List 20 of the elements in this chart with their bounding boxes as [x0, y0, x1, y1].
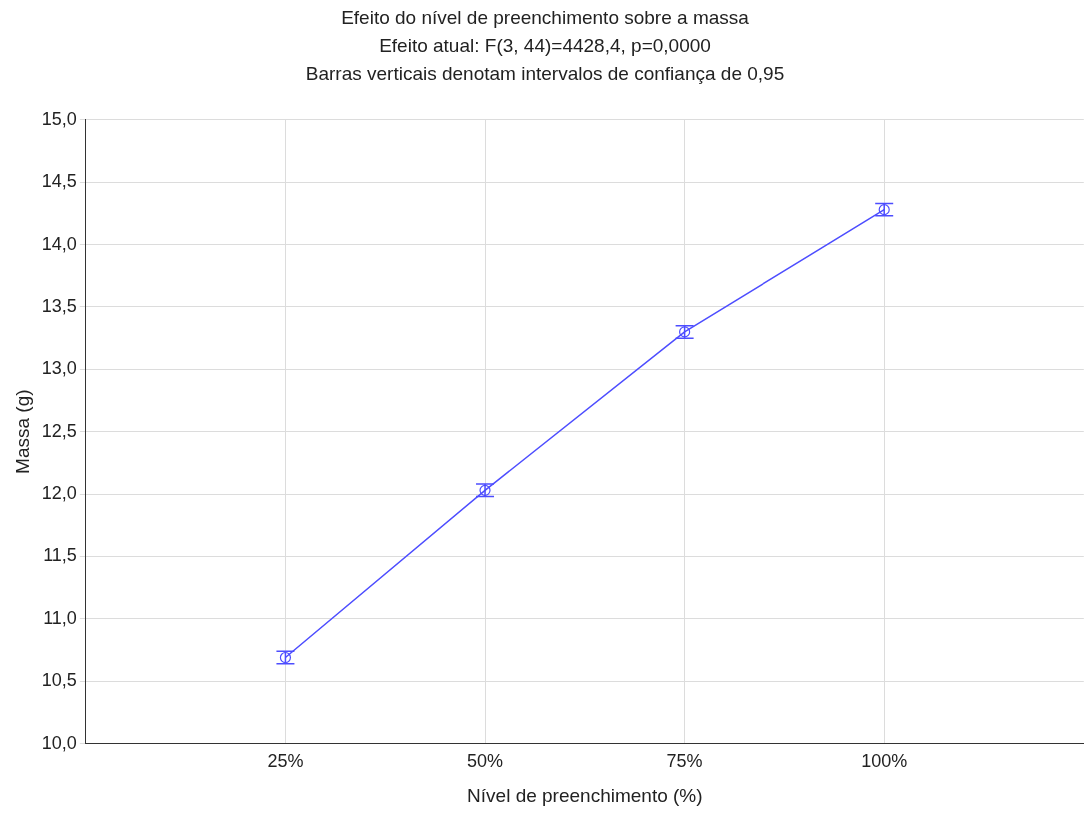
x-tick-label: 75%	[666, 751, 703, 772]
y-tick-label: 15,0	[41, 108, 77, 129]
text: Barras verticais denotam intervalos de confiança de 0,95	[304, 62, 786, 86]
chart-title: Efeito do nível de preenchimento sobre a massa	[340, 6, 750, 30]
chart-subtitle: Efeito atual: F(3, 44)=4428,4, p=0,0000	[378, 34, 712, 58]
y-tick-label: 13,0	[41, 358, 77, 379]
x-tick-label: 50%	[467, 751, 504, 772]
x-tick-label: 25%	[267, 751, 304, 772]
y-tick-label: 13,5	[41, 295, 77, 316]
y-tick-label: 14,0	[41, 233, 77, 254]
y-tick-label: 10,0	[41, 732, 77, 753]
y-tick-label: 12,0	[41, 483, 77, 504]
y-tick-label: 10,5	[41, 670, 77, 691]
x-axis-title: Nível de preenchimento (%)	[467, 784, 703, 806]
y-tick-label: 12,5	[41, 420, 77, 441]
y-axis-title: Massa (g)	[11, 389, 33, 474]
y-tick-label: 11,0	[43, 607, 77, 628]
y-tick-label: 14,5	[41, 171, 77, 192]
x-tick-label: 100%	[861, 751, 908, 772]
y-tick-label: 11,5	[43, 545, 77, 566]
